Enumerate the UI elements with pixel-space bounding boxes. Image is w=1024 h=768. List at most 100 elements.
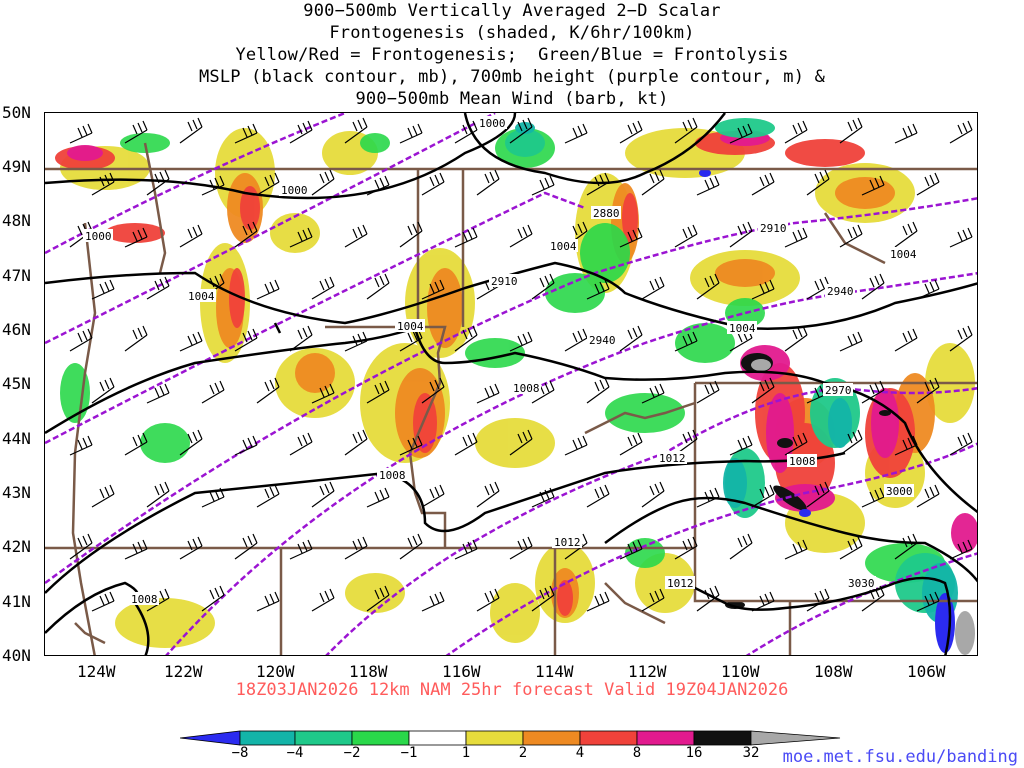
wind-barb [509, 429, 533, 456]
wind-barb [861, 585, 885, 612]
credit-link[interactable]: moe.met.fsu.edu/banding [782, 747, 1018, 767]
wind-barb [894, 435, 918, 456]
wind-barb [344, 224, 368, 248]
wind-barb [531, 585, 555, 612]
wind-barb [586, 377, 610, 404]
wind-barb [256, 172, 280, 196]
wind-barb [916, 484, 940, 508]
wind-barb [949, 539, 973, 560]
height-contours [45, 113, 977, 655]
wind-barb [564, 435, 588, 456]
wind-barb [586, 172, 610, 196]
mslp-label: 1004 [729, 322, 756, 335]
wind-barb [564, 533, 588, 560]
lon-label: 122W [164, 662, 203, 681]
wind-barb [509, 536, 533, 560]
colorbar-swatch [579, 730, 638, 746]
wind-barb [564, 328, 588, 352]
colorbar-swatch [239, 730, 296, 746]
colorbar-swatch [294, 730, 353, 746]
wind-barb [91, 484, 115, 508]
wind-barb [531, 380, 555, 404]
wind-barb [179, 536, 203, 560]
wind-barb [949, 432, 973, 456]
contour-labels: 1000 1000 1000 1004 1004 1004 1004 1004 … [83, 116, 918, 606]
wind-barb [421, 377, 445, 404]
wind-barb [751, 377, 775, 404]
wind-barb [399, 123, 423, 144]
lat-label: 46N [2, 320, 31, 339]
wind-barb [784, 227, 808, 248]
wind-barb [531, 175, 555, 196]
wind-barb [839, 224, 863, 248]
wind-barb [234, 435, 258, 456]
mslp-label: 1000 [281, 184, 308, 197]
wind-barb [234, 221, 258, 248]
wind-barb [861, 273, 885, 300]
wind-barb [201, 380, 225, 404]
wind-barb [69, 221, 93, 248]
wind-barb [476, 169, 500, 196]
wind-barb [454, 120, 478, 144]
wind-barb [421, 484, 445, 508]
wind-barb [619, 432, 643, 456]
wind-barb [289, 120, 313, 144]
wind-barb [674, 429, 698, 456]
wind-barb [641, 169, 665, 196]
wind-barb [784, 432, 808, 456]
wind-barb [916, 591, 940, 612]
wind-barb [179, 224, 203, 248]
wind-barb [234, 123, 258, 144]
wind-barb [916, 377, 940, 404]
wind-barb [839, 117, 863, 144]
wind-barb [256, 484, 280, 508]
colorbar-label: −8 [231, 745, 249, 761]
wind-barb [366, 273, 390, 300]
mslp-label: 1004 [397, 320, 424, 333]
wind-barb [894, 533, 918, 560]
wind-barb [564, 123, 588, 144]
colorbar-label: −1 [400, 745, 418, 761]
wind-barb [69, 435, 93, 456]
lon-label: 118W [349, 662, 388, 681]
wind-barb [201, 487, 225, 508]
wind-barb [751, 591, 775, 612]
wind-barb [674, 331, 698, 352]
wind-barb [124, 432, 148, 456]
wind-barb [399, 328, 423, 352]
wind-barb [366, 487, 390, 508]
wind-barb [311, 169, 335, 196]
lon-label: 112W [628, 662, 667, 681]
wind-barb [421, 172, 445, 196]
title-line-5: 900−500mb Mean Wind (barb, kt) [355, 89, 669, 109]
wind-barb [949, 120, 973, 144]
colorbar-label: 16 [685, 745, 703, 761]
wind-barb [806, 588, 830, 612]
wind-barb [124, 325, 148, 352]
title-line-1: 900−500mb Vertically Averaged 2−D Scalar [303, 1, 721, 21]
wind-barb [289, 539, 313, 560]
wind-barb [894, 123, 918, 144]
mslp-label: 1012 [667, 577, 694, 590]
colorbar-swatch [408, 730, 467, 746]
wind-barb [806, 276, 830, 300]
wind-barb [729, 533, 753, 560]
wind-barb [289, 432, 313, 456]
wind-barb [124, 539, 148, 560]
wind-barb [916, 279, 940, 300]
wind-barb [641, 588, 665, 612]
wind-barb [256, 377, 280, 404]
lat-label: 44N [2, 429, 31, 448]
political-borders [45, 142, 977, 655]
colorbar-swatch [465, 730, 524, 746]
wind-barb [641, 383, 665, 404]
colorbar-swatch [693, 730, 752, 746]
wind-barb [91, 377, 115, 404]
height-label: 2910 [491, 275, 518, 288]
lon-label: 124W [77, 662, 116, 681]
wind-barb [399, 435, 423, 456]
wind-barb [619, 325, 643, 352]
wind-barb [729, 123, 753, 144]
wind-barb [91, 172, 115, 196]
wind-barb [146, 481, 170, 508]
